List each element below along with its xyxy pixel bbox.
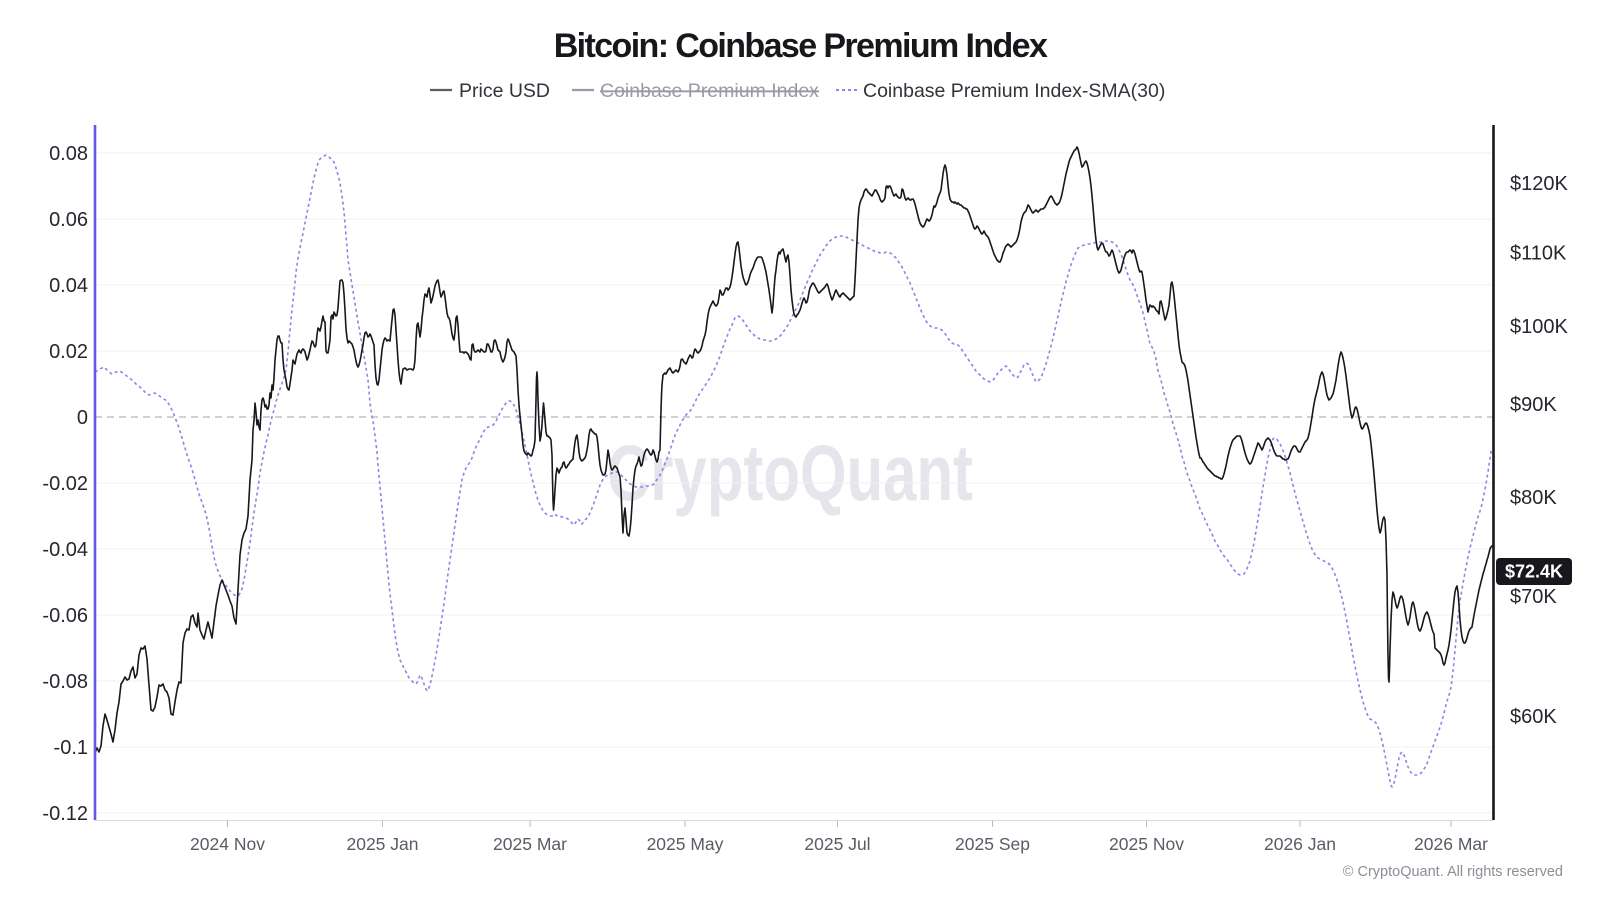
svg-text:-0.06: -0.06 bbox=[42, 605, 88, 627]
svg-text:0.06: 0.06 bbox=[49, 209, 88, 231]
svg-text:CryptoQuant: CryptoQuant bbox=[607, 428, 973, 517]
svg-text:2025 May: 2025 May bbox=[647, 834, 724, 854]
svg-text:$100K: $100K bbox=[1510, 316, 1568, 338]
svg-text:$72.4K: $72.4K bbox=[1505, 562, 1563, 582]
svg-text:2025 Nov: 2025 Nov bbox=[1109, 834, 1184, 854]
svg-text:Price USD: Price USD bbox=[459, 80, 550, 102]
svg-text:-0.02: -0.02 bbox=[42, 473, 88, 495]
svg-text:$90K: $90K bbox=[1510, 394, 1557, 416]
svg-text:-0.08: -0.08 bbox=[42, 671, 88, 693]
svg-text:2026 Mar: 2026 Mar bbox=[1414, 834, 1488, 854]
svg-text:0: 0 bbox=[77, 407, 88, 429]
svg-text:2025 Jan: 2025 Jan bbox=[346, 834, 418, 854]
svg-text:© CryptoQuant. All rights rese: © CryptoQuant. All rights reserved bbox=[1343, 864, 1563, 880]
svg-text:$110K: $110K bbox=[1510, 243, 1567, 265]
svg-text:0.02: 0.02 bbox=[49, 341, 88, 363]
svg-text:Coinbase Premium Index-SMA(30): Coinbase Premium Index-SMA(30) bbox=[863, 80, 1165, 102]
svg-text:2025 Jul: 2025 Jul bbox=[804, 834, 870, 854]
svg-text:0.08: 0.08 bbox=[49, 143, 88, 165]
svg-text:2025 Sep: 2025 Sep bbox=[955, 834, 1030, 854]
svg-text:$60K: $60K bbox=[1510, 706, 1557, 728]
svg-text:2026 Jan: 2026 Jan bbox=[1264, 834, 1336, 854]
svg-text:Bitcoin: Coinbase Premium Inde: Bitcoin: Coinbase Premium Index bbox=[554, 27, 1048, 65]
svg-text:2025 Mar: 2025 Mar bbox=[493, 834, 567, 854]
svg-text:-0.1: -0.1 bbox=[54, 737, 88, 759]
svg-text:-0.04: -0.04 bbox=[42, 539, 88, 561]
svg-text:-0.12: -0.12 bbox=[42, 803, 88, 825]
svg-text:2024 Nov: 2024 Nov bbox=[190, 834, 265, 854]
svg-text:$120K: $120K bbox=[1510, 173, 1568, 195]
svg-text:$80K: $80K bbox=[1510, 487, 1557, 509]
svg-text:$70K: $70K bbox=[1510, 586, 1557, 608]
svg-text:Coinbase Premium Index: Coinbase Premium Index bbox=[600, 80, 819, 102]
svg-text:0.04: 0.04 bbox=[49, 275, 88, 297]
